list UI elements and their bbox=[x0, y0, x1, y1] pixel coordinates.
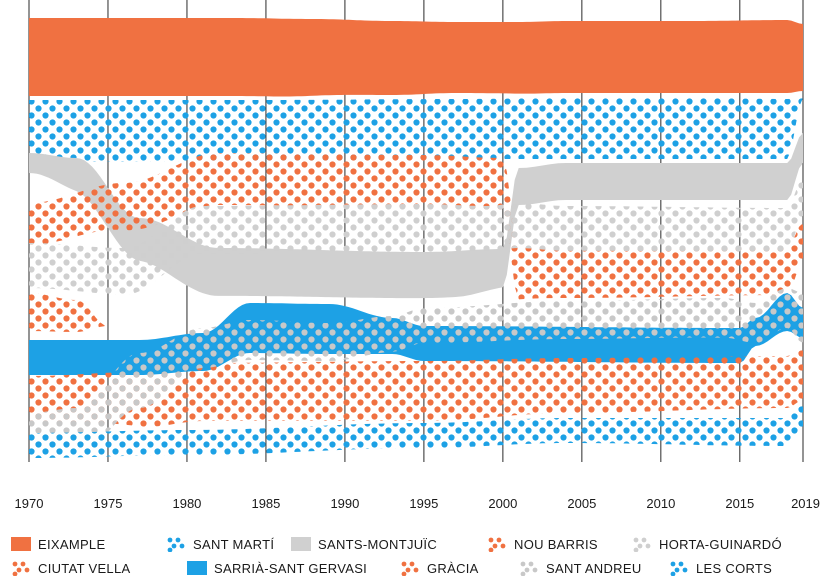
legend-item-horta-guinardo: HORTA-GUINARDÓ bbox=[631, 536, 806, 552]
band-horta-guinardo bbox=[29, 178, 803, 295]
legend-item-nou-barris: NOU BARRIS bbox=[486, 536, 631, 552]
legend-row: EIXAMPLE SANT MARTÍ SANTS-MONTJUÏC NOU BARR… bbox=[10, 532, 834, 556]
x-tick-label: 1970 bbox=[15, 496, 44, 511]
legend-item-eixample: EIXAMPLE bbox=[10, 536, 165, 552]
plot-area bbox=[29, 18, 803, 458]
legend-label: SANT MARTÍ bbox=[193, 536, 275, 552]
legend-item-sarria-sant-gervasi: SARRIÀ-SANT GERVASI bbox=[186, 560, 399, 576]
legend-label: SARRIÀ-SANT GERVASI bbox=[214, 560, 368, 576]
x-tick-label: 1995 bbox=[409, 496, 438, 511]
x-tick-label: 1985 bbox=[251, 496, 280, 511]
legend-item-sant-andreu: SANT ANDREU bbox=[518, 560, 668, 576]
x-tick-label: 2005 bbox=[567, 496, 596, 511]
legend-label: NOU BARRIS bbox=[514, 536, 598, 552]
legend-swatch bbox=[488, 537, 506, 552]
legend-item-les-corts: LES CORTS bbox=[668, 560, 788, 576]
legend-label: GRÀCIA bbox=[427, 560, 479, 576]
legend-swatch bbox=[291, 537, 311, 551]
legend-swatch bbox=[670, 561, 688, 576]
x-tick-label: 2019 bbox=[791, 496, 820, 511]
x-tick-label: 1980 bbox=[172, 496, 201, 511]
x-axis: 1970 1975 1980 1985 1990 1995 2000 2005 2010 2015… bbox=[15, 496, 820, 511]
legend-label: SANT ANDREU bbox=[546, 560, 642, 576]
x-tick-label: 2000 bbox=[488, 496, 517, 511]
band-gracia bbox=[29, 350, 803, 427]
legend-row: CIUTAT VELLA SARRIÀ-SANT GERVASI GRÀCIA SAN… bbox=[10, 556, 834, 580]
x-tick-label: 1990 bbox=[330, 496, 359, 511]
legend-swatch bbox=[11, 537, 31, 551]
legend-swatch bbox=[520, 561, 538, 576]
band-les-corts bbox=[29, 403, 803, 458]
legend-item-gracia: GRÀCIA bbox=[399, 560, 518, 576]
legend-swatch bbox=[187, 561, 207, 575]
chart: 1970 1975 1980 1985 1990 1995 2000 2005 2010 2015… bbox=[15, 0, 820, 511]
legend-swatch bbox=[12, 561, 30, 576]
band-sant-andreu bbox=[29, 288, 803, 453]
legend-swatch bbox=[401, 561, 419, 576]
x-tick-label: 1975 bbox=[94, 496, 123, 511]
legend-label: HORTA-GUINARDÓ bbox=[659, 536, 782, 552]
legend-item-sant-marti: SANT MARTÍ bbox=[165, 536, 290, 552]
legend-label: EIXAMPLE bbox=[38, 536, 106, 552]
legend-label: CIUTAT VELLA bbox=[38, 560, 131, 576]
legend: EIXAMPLE SANT MARTÍ SANTS-MONTJUÏC NOU BARR… bbox=[10, 532, 834, 580]
legend-label: SANTS-MONTJUÏC bbox=[318, 536, 438, 552]
legend-swatch bbox=[633, 537, 651, 552]
legend-label: LES CORTS bbox=[696, 560, 773, 576]
x-tick-label: 2015 bbox=[725, 496, 754, 511]
x-tick-label: 2010 bbox=[646, 496, 675, 511]
legend-item-sants-montjuic: SANTS-MONTJUÏC bbox=[290, 536, 486, 552]
band-eixample bbox=[29, 18, 803, 97]
band-sant-marti bbox=[29, 98, 803, 162]
band-sants-montjuic bbox=[29, 133, 803, 299]
legend-swatch bbox=[167, 537, 185, 552]
legend-item-ciutat-vella: CIUTAT VELLA bbox=[10, 560, 186, 576]
band-nou-barris bbox=[29, 153, 803, 300]
